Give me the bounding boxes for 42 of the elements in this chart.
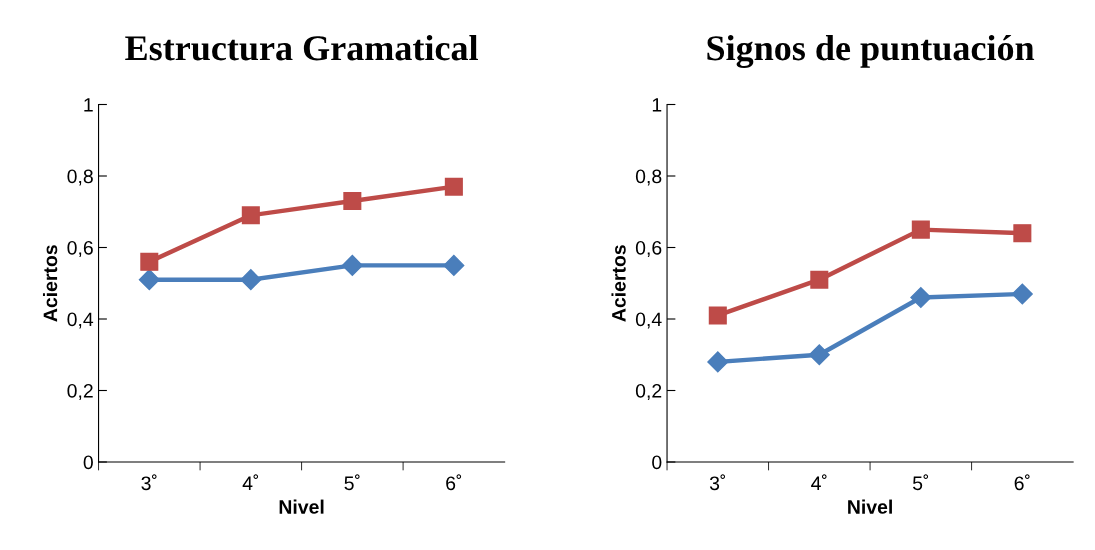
- point: [341, 254, 363, 276]
- chart-title: Signos de puntuación: [707, 34, 1035, 69]
- x-tick-label: 3˚: [141, 474, 157, 491]
- y-tick-label: 0: [652, 455, 662, 470]
- x-tick-label: 5˚: [912, 474, 929, 491]
- y-axis-title: Aciertos: [42, 245, 58, 322]
- point: [910, 287, 932, 309]
- point: [443, 254, 465, 276]
- point: [343, 191, 362, 211]
- x-tick-label: 4˚: [811, 474, 827, 490]
- y-tick-label: 0,2: [67, 383, 93, 401]
- y-tick-label: 1: [652, 98, 662, 112]
- point: [808, 344, 830, 366]
- point: [707, 351, 729, 373]
- y-tick-label: 0,6: [635, 240, 662, 258]
- y-tick-label: 0,4: [67, 312, 94, 329]
- point: [1013, 224, 1032, 243]
- y-tick-label: 0,2: [635, 383, 662, 401]
- point: [911, 220, 930, 239]
- x-tick-label: 4˚: [242, 474, 259, 490]
- point: [241, 206, 260, 225]
- y-tick-label: 0,6: [67, 240, 93, 258]
- point: [444, 177, 463, 196]
- point: [1011, 283, 1033, 305]
- point: [138, 269, 160, 291]
- point: [810, 270, 829, 289]
- y-tick-label: 0,8: [67, 169, 93, 186]
- x-tick-label: 3˚: [709, 474, 726, 491]
- x-tick-label: 5˚: [344, 474, 360, 491]
- y-tick-label: 0,4: [635, 312, 662, 329]
- x-tick-label: 6˚: [446, 474, 462, 491]
- point: [240, 269, 262, 291]
- x-tick-label: 6˚: [1014, 474, 1030, 491]
- x-axis-title: Nivel: [279, 499, 324, 514]
- chart-title: Estructura Gramatical: [125, 35, 478, 61]
- y-tick-label: 1: [84, 98, 93, 112]
- point: [140, 252, 159, 271]
- y-axis-title: Aciertos: [611, 245, 626, 322]
- x-axis-title: Nivel: [848, 499, 892, 514]
- y-tick-label: 0,8: [635, 169, 662, 186]
- point: [708, 306, 727, 325]
- y-tick-label: 0: [83, 455, 93, 470]
